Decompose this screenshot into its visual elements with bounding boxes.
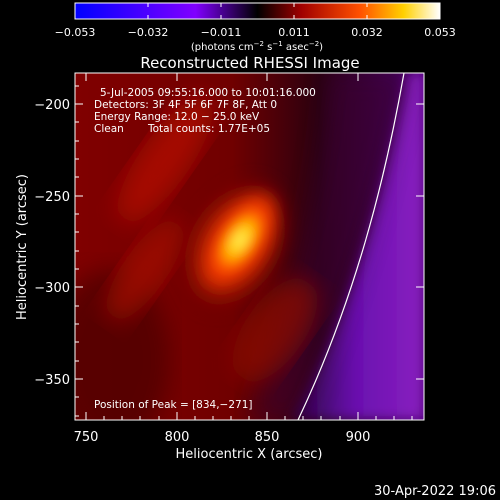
colorbar-units: (photons cm−2 s−1 asec−2) bbox=[191, 40, 323, 53]
time-range-text: 5-Jul-2005 09:55:16.000 to 10:01:16.000 bbox=[100, 87, 316, 99]
peak-position-text: Position of Peak = [834,−271] bbox=[94, 399, 253, 411]
y-tick-label: −350 bbox=[34, 373, 70, 388]
detectors-text: Detectors: 3F 4F 5F 6F 7F 8F, Att 0 bbox=[94, 99, 277, 111]
x-tick-label: 800 bbox=[165, 430, 190, 445]
y-axis-ticks bbox=[75, 85, 424, 417]
colorbar-tick-label: −0.032 bbox=[128, 26, 169, 39]
x-axis-label: Heliocentric X (arcsec) bbox=[176, 447, 323, 462]
x-axis-ticks bbox=[85, 73, 413, 420]
colorbar-tick-label: −0.053 bbox=[55, 26, 96, 39]
y-tick-label: −300 bbox=[34, 281, 70, 296]
x-tick-label: 900 bbox=[346, 430, 371, 445]
y-tick-label: −250 bbox=[34, 190, 70, 205]
footer-date: 30-Apr-2022 19:06 bbox=[374, 484, 496, 499]
colorbar-ticks bbox=[74, 3, 441, 19]
colorbar-tick-label: 0.053 bbox=[424, 26, 456, 39]
x-tick-label: 750 bbox=[74, 430, 99, 445]
colorbar-tick-label: 0.032 bbox=[351, 26, 383, 39]
energy-range-text: Energy Range: 12.0 − 25.0 keV bbox=[94, 111, 260, 123]
colorbar-tick-label: 0.011 bbox=[278, 26, 310, 39]
colorbar-tick-label: −0.011 bbox=[201, 26, 242, 39]
plot-title: Reconstructed RHESSI Image bbox=[140, 54, 359, 72]
total-counts-text: Total counts: 1.77E+05 bbox=[147, 123, 270, 135]
colorbar bbox=[74, 2, 441, 20]
x-tick-label: 850 bbox=[255, 430, 280, 445]
solar-limb-line bbox=[297, 73, 405, 420]
clean-text: Clean bbox=[94, 123, 124, 135]
y-axis-label: Heliocentric Y (arcsec) bbox=[15, 174, 30, 320]
rhessi-image bbox=[75, 73, 424, 420]
y-tick-label: −200 bbox=[34, 98, 70, 113]
